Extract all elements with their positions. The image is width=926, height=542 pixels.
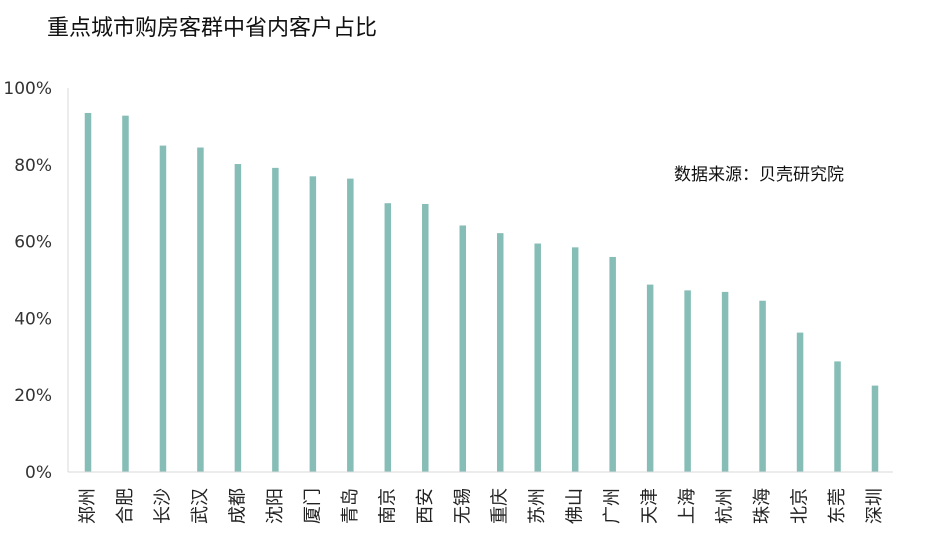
bar-5: [234, 164, 242, 473]
x-tick-label: 南京: [377, 488, 398, 524]
x-tick-label: 成都: [227, 488, 248, 524]
bar-2: [122, 115, 129, 472]
y-tick-label: 100%: [3, 79, 52, 99]
x-tick-label: 深圳: [865, 488, 886, 524]
y-tick-label: 40%: [14, 309, 52, 329]
bar-20: [796, 332, 804, 472]
bar-14: [571, 247, 579, 472]
bar-10: [422, 203, 429, 472]
bar-4: [197, 147, 204, 472]
bar-17: [684, 290, 691, 472]
bar-21: [834, 361, 841, 472]
x-tick-label: 长沙: [152, 488, 173, 524]
bar-22: [871, 385, 879, 472]
bar-12: [496, 233, 504, 472]
y-tick-label: 60%: [14, 233, 52, 253]
source-note: 数据来源：贝壳研究院: [674, 165, 844, 185]
x-tick-label: 武汉: [190, 488, 211, 524]
x-tick-label: 广州: [602, 488, 623, 524]
x-tick-label: 西安: [415, 488, 436, 524]
y-tick-label: 0%: [25, 463, 52, 483]
y-tick-label: 20%: [14, 386, 52, 406]
x-tick-label: 佛山: [565, 488, 586, 524]
x-tick-label: 青岛: [340, 488, 361, 524]
x-tick-label: 厦门: [302, 488, 323, 524]
x-axis-ticks: 郑州 合肥 长沙 武汉 成都 沈阳 厦门 青岛 南京 西安 无锡 重庆 苏州 佛山 广州 天津 上海 杭州 珠海 北京…: [78, 488, 886, 524]
bar-11: [459, 225, 467, 472]
x-tick-label: 沈阳: [265, 488, 286, 524]
bar-16: [646, 284, 654, 472]
bar-13: [534, 243, 541, 472]
bar-18: [721, 291, 729, 472]
x-tick-label: 苏州: [527, 488, 548, 524]
y-tick-label: 80%: [14, 156, 52, 176]
bar-7: [309, 176, 317, 472]
y-axis-ticks: 0% 20% 40% 60% 80% 100%: [3, 79, 52, 483]
x-tick-label: 北京: [790, 488, 811, 524]
bar-8: [347, 178, 354, 472]
x-tick-label: 天津: [640, 488, 661, 524]
bar-9: [384, 203, 392, 472]
x-tick-label: 上海: [677, 488, 698, 524]
x-tick-label: 珠海: [752, 488, 773, 524]
x-tick-label: 郑州: [78, 488, 99, 524]
bar-19: [759, 300, 766, 472]
chart-title: 重点城市购房客群中省内客户占比: [47, 16, 378, 41]
bar-6: [272, 167, 279, 472]
x-tick-label: 杭州: [715, 488, 736, 524]
x-tick-label: 合肥: [115, 488, 136, 524]
bar-15: [609, 256, 616, 472]
x-tick-label: 重庆: [490, 488, 511, 524]
bar-3: [159, 145, 167, 472]
bar-1: [84, 112, 92, 473]
x-tick-label: 东莞: [827, 488, 848, 524]
x-tick-label: 无锡: [452, 488, 473, 524]
bars-layer: [84, 112, 879, 473]
